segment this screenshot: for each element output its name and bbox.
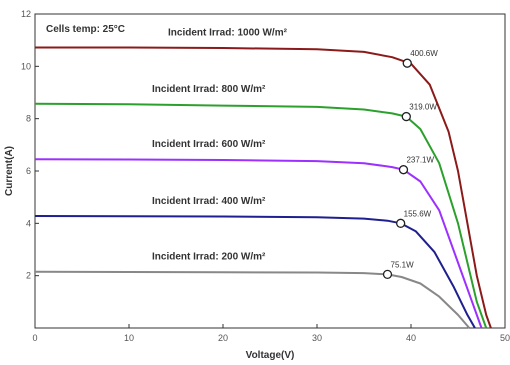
x-tick-label: 50 (500, 333, 510, 343)
y-tick-label: 6 (26, 166, 31, 176)
mpp-label-4: 75.1W (391, 260, 415, 269)
y-tick-label: 2 (26, 271, 31, 281)
x-tick-label: 40 (406, 333, 416, 343)
x-axis-label: Voltage(V) (246, 350, 295, 361)
mpp-label-3: 155.6W (404, 209, 432, 218)
mpp-label-2: 237.1W (406, 156, 434, 165)
mpp-label-1: 319.0W (409, 103, 437, 112)
series-labels: 400.6W Incident Irrad: 1000 W/m² 319.0W Inc… (152, 27, 438, 269)
mpp-marker-0 (402, 58, 412, 68)
x-tick-label: 30 (312, 333, 322, 343)
mpp-marker-2 (398, 165, 409, 175)
series-line-0 (35, 46, 492, 329)
series-group (34, 46, 492, 329)
x-tick-label: 20 (218, 333, 228, 343)
axis-ticks: 0 10 20 30 40 50 2 4 6 8 10 12 (21, 9, 510, 343)
mpp-label-0: 400.6W (410, 49, 438, 58)
y-tick-label: 4 (26, 218, 31, 228)
series-name-label-2: Incident Irrad: 600 W/m² (152, 139, 266, 150)
mpp-marker-4 (382, 269, 393, 280)
series-line-3 (34, 215, 476, 329)
mpp-marker-3 (396, 218, 406, 228)
x-tick-label: 0 (32, 333, 37, 343)
cell-temp-annotation: Cells temp: 25°C (46, 24, 125, 35)
y-tick-label: 10 (21, 61, 31, 71)
series-name-label-0: Incident Irrad: 1000 W/m² (168, 27, 288, 38)
plot-frame (34, 13, 506, 329)
series-name-label-1: Incident Irrad: 800 W/m² (152, 84, 266, 95)
series-name-label-4: Incident Irrad: 200 W/m² (152, 252, 266, 263)
x-tick-label: 10 (124, 333, 134, 343)
y-tick-label: 8 (26, 114, 31, 124)
mpp-marker-1 (401, 111, 411, 122)
series-line-2 (34, 158, 483, 329)
series-name-label-3: Incident Irrad: 400 W/m² (152, 196, 266, 207)
y-tick-label: 12 (21, 9, 31, 19)
y-axis-label: Current(A) (4, 146, 15, 196)
